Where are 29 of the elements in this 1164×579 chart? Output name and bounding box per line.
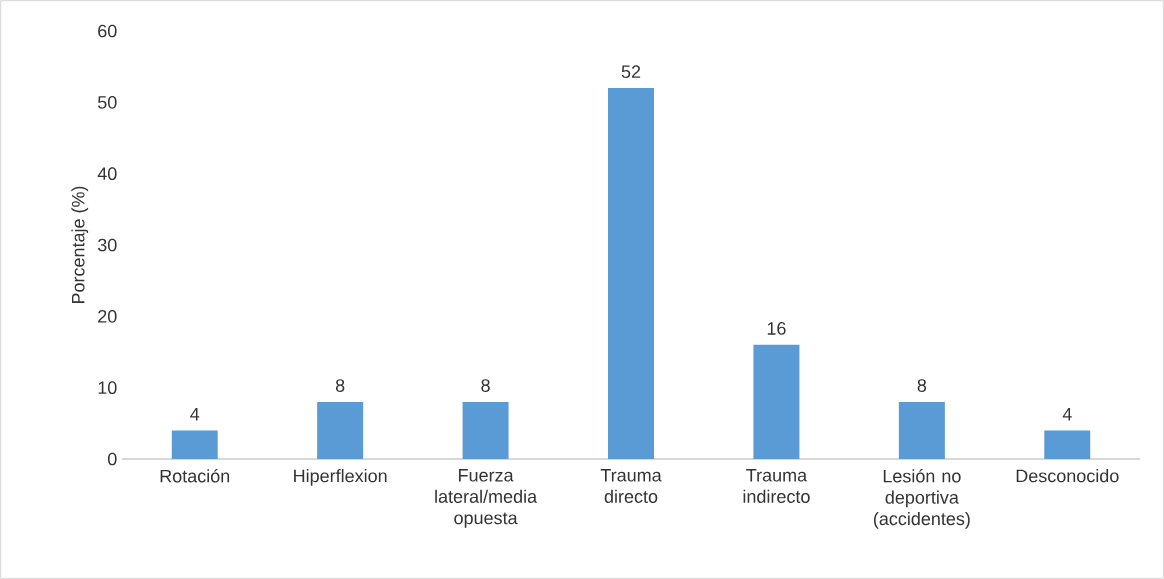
- x-tick-label: Desconocido: [1016, 469, 1119, 483]
- y-tick-label: 60: [98, 24, 117, 38]
- x-tick-label: Fuerza lateral/media opuesta: [435, 469, 538, 528]
- y-axis-title: Porcentaje (%): [71, 186, 89, 304]
- data-label: 16: [767, 322, 786, 335]
- bar: [608, 88, 654, 459]
- bar: [462, 401, 509, 459]
- bar: [171, 430, 218, 459]
- y-tick-label: 40: [97, 167, 117, 181]
- x-tick-label: Rotación: [160, 469, 230, 483]
- y-tick-label: 20: [98, 309, 117, 323]
- data-label: 4: [1062, 408, 1072, 421]
- x-tick-label: Hiperflexion: [294, 469, 387, 486]
- x-tick-label: Trauma indirecto: [743, 469, 810, 503]
- y-tick-label: 30: [97, 238, 117, 252]
- data-label: 8: [481, 379, 490, 392]
- data-label: 4: [190, 408, 200, 421]
- y-tick-label: 50: [97, 95, 117, 109]
- x-tick-label: Lesión no deportiva (accidentes): [873, 469, 970, 529]
- data-label: 8: [335, 379, 345, 392]
- bar: [753, 344, 800, 459]
- data-label: 52: [621, 65, 641, 79]
- bar: [317, 401, 364, 459]
- bar: [898, 401, 945, 459]
- x-tick-label: Trauma directo: [600, 469, 662, 503]
- data-label: 8: [917, 379, 927, 392]
- bar: [1044, 430, 1091, 459]
- y-tick-label: 0: [107, 452, 117, 466]
- y-tick-label: 10: [98, 381, 117, 395]
